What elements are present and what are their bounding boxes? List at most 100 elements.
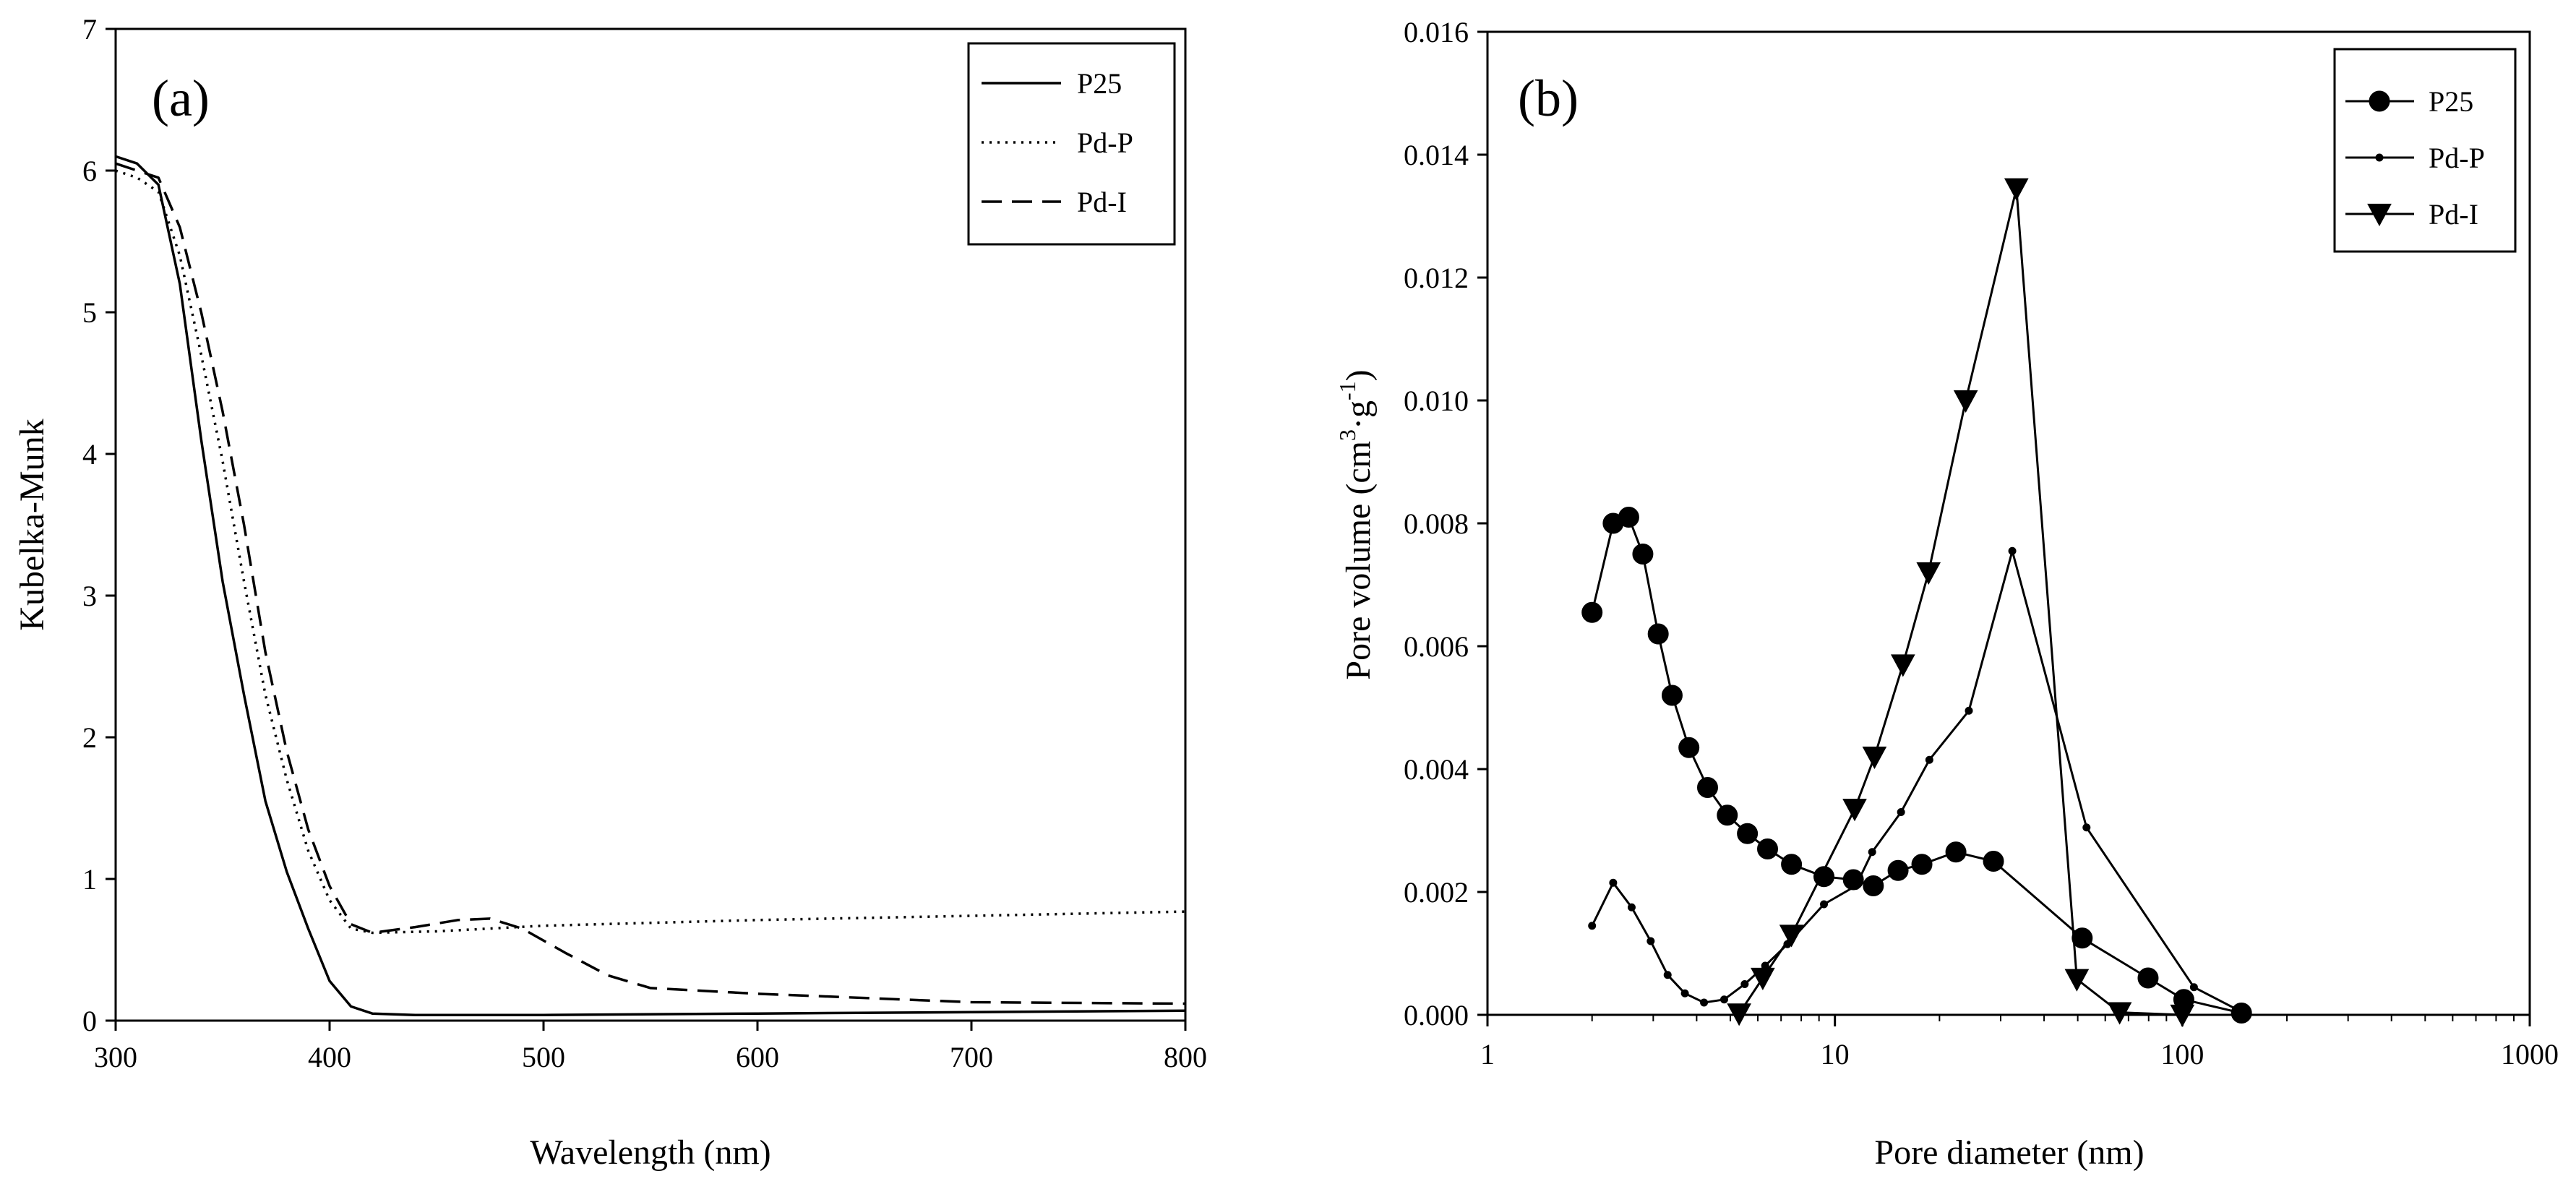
panel-a-x-tick-label: 600: [736, 1041, 779, 1073]
data-point-p25: [1737, 823, 1759, 844]
data-point-p25: [2137, 967, 2159, 989]
panel-b-legend: P25 Pd-P Pd-I: [2333, 48, 2517, 253]
panel-b-x-tick-label: 1: [1480, 1038, 1495, 1071]
panel-b-y-tick-label: 0.004: [1404, 753, 1469, 786]
data-point-pd-p: [1647, 937, 1655, 945]
data-point-pd-p: [1740, 980, 1749, 988]
panel-a-y-tick-label: 4: [82, 438, 97, 471]
data-point-pd-i: [2107, 1002, 2132, 1025]
panel-b-x-tick-label: 1000: [2501, 1038, 2559, 1071]
data-point-p25: [1647, 623, 1669, 645]
panel-a-y-tick-label: 6: [82, 155, 97, 187]
series-pd-p: [1588, 546, 2246, 1016]
data-point-pd-i: [1751, 967, 1775, 991]
series-pd-i: [1727, 178, 2195, 1028]
data-point-pd-p: [2237, 1008, 2246, 1016]
data-point-p25: [1911, 854, 1933, 875]
data-point-pd-p: [1852, 882, 1860, 890]
panel-b-y-tick-label: 0.008: [1404, 507, 1469, 540]
panel-a-label: (a): [152, 69, 210, 127]
panel-b-y-tick-label: 0.016: [1404, 16, 1469, 48]
series-line-pd-i: [115, 162, 1186, 1005]
panel-a-x-tick-label: 400: [308, 1041, 351, 1073]
panel-b-y-tick-label: 0.002: [1404, 876, 1469, 909]
series-line-pd-p: [1591, 549, 2242, 1013]
data-point-p25: [1632, 544, 1654, 565]
legend-label-pd-i: Pd-I: [1077, 186, 1127, 218]
panel-a-y-tick-label: 5: [82, 296, 97, 329]
panel-a-x-tick-label: 800: [1164, 1041, 1207, 1073]
panel-a-x-tick-label: 300: [94, 1041, 137, 1073]
data-point-pd-p: [1627, 903, 1636, 911]
panel-a-legend-box: [967, 42, 1176, 246]
data-point-pd-p: [1897, 808, 1905, 816]
data-point-pd-p: [1588, 922, 1597, 930]
panel-b-series: [1581, 178, 2252, 1028]
panel-a-x-tick-label: 700: [950, 1041, 993, 1073]
data-point-p25: [1678, 737, 1700, 758]
data-point-p25: [1661, 685, 1683, 706]
panel-b-y-tick-label: 0.000: [1404, 999, 1469, 1031]
data-point-p25: [1757, 838, 1779, 859]
data-point-pd-p: [2082, 823, 2091, 832]
data-point-p25: [1581, 601, 1603, 623]
data-point-pd-p: [2008, 546, 2017, 555]
data-point-pd-i: [1916, 562, 1941, 585]
data-point-pd-p: [1720, 995, 1728, 1004]
data-point-pd-p: [1663, 971, 1672, 979]
panel-b-x-ticks: 1 10 100 1000: [1480, 1015, 2559, 1071]
panel-b-x-tick-label: 100: [2160, 1038, 2204, 1071]
legend-label-pd-i: Pd-I: [2429, 198, 2478, 231]
legend-label-pd-p: Pd-P: [1077, 126, 1133, 159]
panel-b-pore-distribution-chart: 0.000 0.002 0.004 0.006 0.008 0.010 0.012 0.014…: [1334, 16, 2559, 1172]
panel-b-legend-box: [2333, 48, 2517, 253]
panel-a-y-tick-label: 2: [82, 721, 97, 754]
panel-a-x-ticks: 300 400 500 600 700 800: [94, 1021, 1207, 1073]
data-point-pd-p: [1868, 848, 1876, 857]
data-point-p25: [1945, 841, 1967, 863]
panel-a-x-tick-label: 500: [522, 1041, 565, 1073]
data-point-pd-i: [1953, 390, 1978, 413]
legend-label-p25: P25: [2429, 85, 2473, 118]
data-point-pd-i: [2004, 178, 2029, 201]
legend-marker-pd-i: [2367, 203, 2392, 227]
data-point-pd-p: [1609, 878, 1618, 887]
panel-a-y-ticks: 0 1 2 3 4 5 6 7: [82, 13, 116, 1037]
series-line-p25: [1591, 516, 2242, 1014]
series-line-pd-p: [115, 169, 1186, 935]
data-point-pd-p: [1820, 900, 1829, 909]
data-point-p25: [1863, 875, 1884, 896]
series-p25: [1581, 507, 2252, 1024]
panel-a-y-tick-label: 0: [82, 1005, 97, 1037]
panel-a-plot-frame: [114, 27, 1187, 1022]
panel-a-uv-vis-chart: 0 1 2 3 4 5 6 7 300 400 500 600 700 800 (a) Waveleng…: [13, 13, 1207, 1172]
data-point-pd-i: [1779, 924, 1804, 948]
panel-b-y-tick-label: 0.010: [1404, 385, 1469, 417]
panel-a-y-tick-label: 3: [82, 580, 97, 612]
data-point-p25: [1696, 777, 1718, 798]
data-point-pd-i: [2170, 1004, 2195, 1028]
legend-label-p25: P25: [1077, 67, 1122, 100]
legend-label-pd-p: Pd-P: [2429, 142, 2485, 174]
legend-marker-pd-p: [2375, 153, 2384, 162]
panel-b-y-tick-label: 0.014: [1404, 139, 1469, 171]
data-point-pd-i: [1890, 654, 1915, 677]
series-line-p25: [115, 155, 1186, 1016]
data-point-pd-p: [1680, 989, 1689, 998]
panel-a-series: [115, 155, 1186, 1016]
panel-b-label: (b): [1518, 69, 1579, 127]
panel-b-x-tick-label: 10: [1821, 1038, 1850, 1071]
data-point-pd-p: [2189, 983, 2198, 992]
data-point-p25: [1618, 507, 1639, 528]
panel-a-x-axis-label: Wavelength (nm): [530, 1133, 770, 1172]
panel-a-legend: P25 Pd-P Pd-I: [967, 42, 1176, 246]
data-point-p25: [1717, 805, 1738, 826]
data-point-p25: [1887, 859, 1909, 881]
data-point-pd-i: [2064, 969, 2090, 992]
panel-b-y-tick-label: 0.012: [1404, 262, 1469, 294]
legend-marker-p25: [2369, 90, 2390, 112]
data-point-p25: [2071, 927, 2093, 949]
data-point-pd-i: [1842, 799, 1867, 822]
panel-a-y-axis-label: Kubelka-Munk: [13, 419, 51, 630]
